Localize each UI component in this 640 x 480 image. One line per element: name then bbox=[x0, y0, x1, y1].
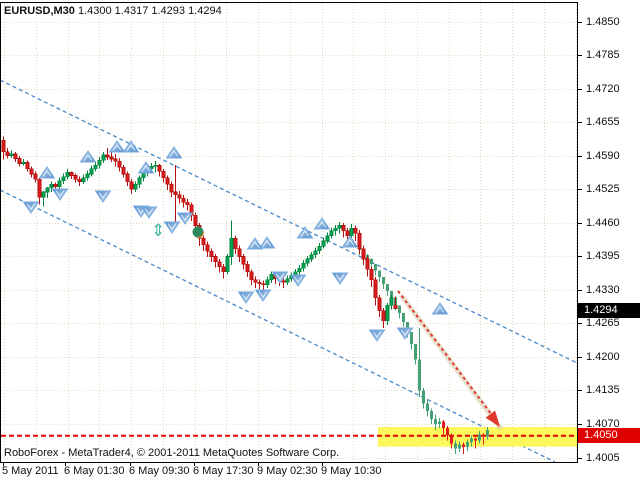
fractal-down-icon bbox=[254, 289, 272, 302]
fractal-down-icon bbox=[176, 212, 194, 225]
price-tick bbox=[578, 424, 582, 425]
fractal-down-icon bbox=[51, 188, 69, 201]
fractal-up-icon bbox=[165, 146, 183, 159]
updown-arrow-icon: ⇕ bbox=[151, 221, 166, 241]
time-label: 6 May 01:30 bbox=[64, 465, 125, 477]
fractal-markers bbox=[22, 140, 449, 342]
price-tick bbox=[578, 256, 582, 257]
time-label: 9 May 02:30 bbox=[257, 465, 318, 477]
chart-ohlc-values: 1.4300 1.4317 1.4293 1.4294 bbox=[77, 5, 222, 17]
channel-line-lower[interactable] bbox=[0, 189, 556, 463]
broker-watermark: RoboForex - MetaTrader4, © 2001-2011 Met… bbox=[4, 447, 340, 459]
price-tick bbox=[578, 122, 582, 123]
fractal-up-icon bbox=[246, 237, 264, 250]
price-tick bbox=[578, 223, 582, 224]
time-tick bbox=[3, 463, 4, 466]
price-label: 1.4265 bbox=[586, 317, 620, 329]
forecast-arrow-line[interactable] bbox=[397, 290, 493, 416]
chart-canvas[interactable] bbox=[0, 0, 578, 463]
price-tick bbox=[578, 323, 582, 324]
time-label: 9 May 10:30 bbox=[321, 465, 382, 477]
fractal-down-icon bbox=[22, 201, 40, 214]
price-label: 1.4590 bbox=[586, 150, 620, 162]
fractal-down-icon bbox=[163, 221, 181, 234]
pattern-start-marker bbox=[191, 225, 205, 239]
candlestick-series bbox=[1, 136, 398, 329]
price-label: 1.4655 bbox=[586, 116, 620, 128]
time-label: 5 May 2011 bbox=[2, 465, 59, 477]
price-tick bbox=[578, 189, 582, 190]
time-axis[interactable]: 5 May 2011 6 May 01:30 6 May 09:30 6 May 17… bbox=[0, 463, 640, 480]
target-price-badge: 1.4050 bbox=[578, 428, 640, 443]
price-tick bbox=[578, 390, 582, 391]
price-tick bbox=[578, 55, 582, 56]
time-label: 6 May 09:30 bbox=[129, 465, 190, 477]
price-label: 1.4070 bbox=[586, 418, 620, 430]
price-label: 1.4200 bbox=[586, 351, 620, 363]
time-tick bbox=[322, 463, 323, 466]
price-label: 1.4720 bbox=[586, 83, 620, 95]
plot-border bbox=[0, 2, 578, 463]
bid-price-badge: 1.4294 bbox=[578, 303, 640, 318]
chart-symbol-period: EURUSD,M30 bbox=[4, 5, 75, 17]
fractal-up-icon bbox=[108, 140, 126, 153]
fractal-up-icon bbox=[38, 166, 56, 179]
price-tick bbox=[578, 357, 582, 358]
price-label: 1.4395 bbox=[586, 250, 620, 262]
time-tick bbox=[194, 463, 195, 466]
time-label: 6 May 17:30 bbox=[193, 465, 254, 477]
fractal-up-icon bbox=[431, 302, 449, 315]
chart-plot-area[interactable]: ⇕ bbox=[0, 0, 578, 463]
price-tick bbox=[578, 458, 582, 459]
price-label: 1.4525 bbox=[586, 183, 620, 195]
time-tick bbox=[130, 463, 131, 466]
fractal-up-icon bbox=[313, 217, 331, 230]
fractal-down-icon bbox=[331, 272, 349, 285]
price-tick bbox=[578, 22, 582, 23]
fractal-down-icon bbox=[94, 190, 112, 203]
fractal-up-icon bbox=[79, 150, 97, 163]
price-tick bbox=[578, 290, 582, 291]
price-label: 1.4460 bbox=[586, 217, 620, 229]
target-zone[interactable] bbox=[378, 427, 577, 447]
price-label: 1.4850 bbox=[586, 16, 620, 28]
fractal-up-icon bbox=[122, 140, 140, 153]
price-axis[interactable]: 1.4850 1.4785 1.4720 1.4655 1.4590 1.4525 1.44… bbox=[578, 0, 640, 464]
forecast-arrowhead-icon bbox=[485, 410, 500, 427]
chart-title: EURUSD,M30 1.4300 1.4317 1.4293 1.4294 bbox=[4, 5, 222, 17]
fractal-up-icon bbox=[296, 226, 314, 239]
price-label: 1.4785 bbox=[586, 49, 620, 61]
fractal-down-icon bbox=[140, 206, 158, 219]
channel-line-upper[interactable] bbox=[0, 79, 578, 364]
fractal-down-icon bbox=[368, 329, 386, 342]
grid bbox=[1, 3, 577, 462]
fractal-down-icon bbox=[289, 274, 307, 287]
fractal-down-icon bbox=[237, 291, 255, 304]
fractal-down-icon bbox=[396, 327, 414, 340]
fractal-up-icon bbox=[258, 236, 276, 249]
fractal-up-icon bbox=[137, 161, 155, 174]
fractal-up-icon bbox=[341, 235, 359, 248]
time-tick bbox=[65, 463, 66, 466]
time-tick bbox=[258, 463, 259, 466]
price-tick bbox=[578, 156, 582, 157]
price-label: 1.4005 bbox=[586, 452, 620, 464]
price-label: 1.4330 bbox=[586, 284, 620, 296]
fractal-down-icon bbox=[271, 271, 289, 284]
price-tick bbox=[578, 89, 582, 90]
price-label: 1.4135 bbox=[586, 384, 620, 396]
forecast-pattern-bars bbox=[358, 244, 489, 454]
